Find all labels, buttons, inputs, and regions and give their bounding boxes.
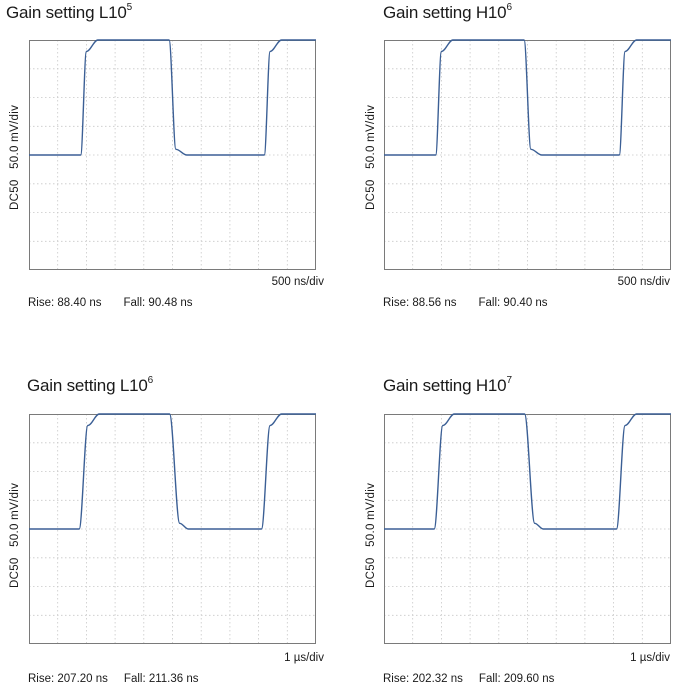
y-axis-label: DC50 50.0 mV/div [365, 105, 377, 210]
fall-time: Fall: 90.40 ns [478, 297, 548, 309]
panel-title: Gain setting L106 [27, 376, 153, 396]
rise-time: Rise: 88.40 ns [28, 297, 102, 309]
x-scale-label: 1 µs/div [630, 652, 670, 664]
rise-time: Rise: 202.32 ns [383, 673, 463, 685]
y-scale-label: 50.0 mV/div [9, 104, 21, 169]
coupling-label: DC50 [9, 179, 21, 210]
coupling-label: DC50 [9, 557, 21, 588]
timing-readout: Rise: 207.20 ns Fall: 211.36 ns [28, 673, 199, 685]
panel-title-exponent: 6 [506, 2, 512, 14]
rise-time: Rise: 207.20 ns [28, 673, 108, 685]
rise-time: Rise: 88.56 ns [383, 297, 457, 309]
y-scale-label: 50.0 mV/div [9, 482, 21, 547]
x-scale-label: 500 ns/div [271, 276, 324, 288]
panel-title-text: Gain setting H10 [383, 3, 507, 22]
timing-readout: Rise: 88.40 ns Fall: 90.48 ns [28, 297, 193, 309]
y-axis-label: DC50 50.0 mV/div [9, 105, 21, 210]
y-scale-label: 50.0 mV/div [365, 482, 377, 547]
waveform-trace [383, 39, 671, 156]
y-axis-label: DC50 50.0 mV/div [9, 483, 21, 588]
waveform-trace [28, 39, 316, 156]
scope-plot [383, 39, 671, 270]
x-scale-label: 500 ns/div [617, 276, 670, 288]
scope-panel-h10-7: Gain setting H107 DC50 50.0 mV/div 1 µs/… [355, 372, 675, 692]
x-scale-label: 1 µs/div [284, 652, 324, 664]
panel-title: Gain setting H107 [383, 376, 512, 396]
fall-time: Fall: 211.36 ns [123, 673, 199, 685]
panel-title-exponent: 7 [506, 375, 512, 387]
y-scale-label: 50.0 mV/div [365, 104, 377, 169]
waveform-trace [28, 413, 316, 530]
waveform-trace [383, 413, 671, 530]
timing-readout: Rise: 88.56 ns Fall: 90.40 ns [383, 297, 548, 309]
coupling-label: DC50 [365, 179, 377, 210]
fall-time: Fall: 209.60 ns [478, 673, 555, 685]
panel-title: Gain setting L105 [6, 3, 132, 23]
panel-title-exponent: 6 [147, 375, 154, 387]
coupling-label: DC50 [365, 557, 377, 588]
panel-title-text: Gain setting L10 [27, 376, 148, 395]
scope-panel-l10-6: Gain setting L106 DC50 50.0 mV/div 1 µs/… [0, 372, 324, 692]
timing-readout: Rise: 202.32 ns Fall: 209.60 ns [383, 673, 554, 685]
panel-title-text: Gain setting L10 [6, 3, 127, 22]
fall-time: Fall: 90.48 ns [123, 297, 193, 309]
panel-title: Gain setting H106 [383, 3, 512, 23]
y-axis-label: DC50 50.0 mV/div [365, 483, 377, 588]
panel-title-text: Gain setting H10 [383, 376, 507, 395]
scope-plot [383, 413, 671, 644]
scope-plot [28, 413, 316, 644]
scope-plot [28, 39, 316, 270]
panel-title-exponent: 5 [126, 2, 133, 14]
scope-panel-h10-6: Gain setting H106 DC50 50.0 mV/div 500 n… [355, 0, 675, 320]
scope-panel-l10-5: Gain setting L105 DC50 50.0 mV/div 500 n… [0, 0, 324, 320]
